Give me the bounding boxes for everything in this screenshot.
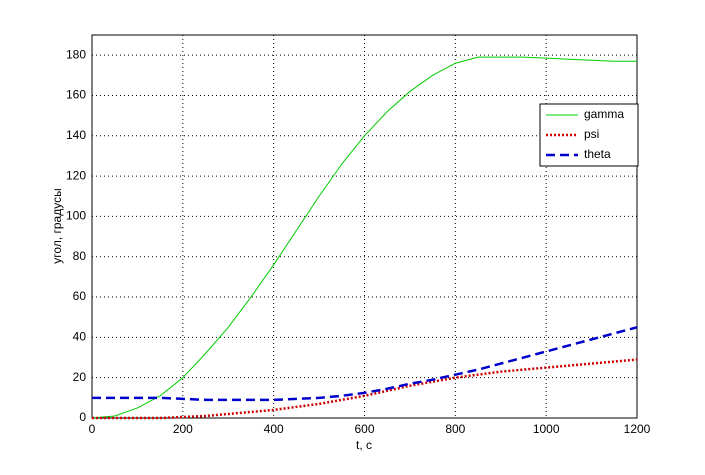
x-tick-label: 800 — [445, 422, 465, 436]
x-axis-label: t, c — [356, 438, 372, 452]
legend-label: theta — [584, 147, 611, 161]
series-line — [91, 56, 637, 419]
y-tick-label: 0 — [79, 410, 86, 424]
x-tick-label: 1000 — [533, 422, 560, 436]
y-tick-label: 160 — [66, 88, 86, 102]
x-tick-label: 600 — [354, 422, 374, 436]
legend-label: psi — [584, 127, 599, 141]
y-tick-label: 40 — [73, 330, 87, 344]
x-tick-label: 200 — [173, 422, 193, 436]
series-line — [92, 358, 638, 420]
y-tick-label: 80 — [73, 249, 87, 263]
y-tick-label: 140 — [66, 128, 86, 142]
x-tick-label: 1200 — [624, 422, 651, 436]
plot-frame — [91, 34, 638, 419]
y-tick-label: 20 — [73, 370, 87, 384]
y-tick-label: 60 — [73, 289, 87, 303]
y-axis-label: угол, градусы — [50, 188, 64, 263]
x-tick-label: 0 — [89, 422, 96, 436]
y-tick-label: 100 — [66, 209, 86, 223]
y-tick-label: 180 — [66, 47, 86, 61]
legend-box — [539, 103, 639, 167]
y-tick-label: 120 — [66, 168, 86, 182]
legend-label: gamma — [584, 107, 624, 121]
x-tick-label: 400 — [264, 422, 284, 436]
series-line — [92, 326, 638, 402]
